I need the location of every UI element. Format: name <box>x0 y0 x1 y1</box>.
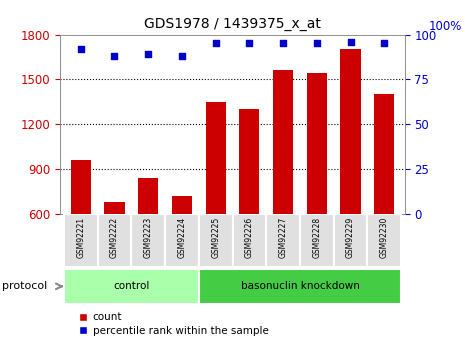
Bar <box>367 214 401 267</box>
Bar <box>165 214 199 267</box>
Text: GSM92221: GSM92221 <box>76 217 85 258</box>
Text: protocol: protocol <box>2 282 47 291</box>
Point <box>347 39 354 45</box>
Bar <box>273 70 293 214</box>
Bar <box>266 214 300 267</box>
Bar <box>71 160 91 214</box>
Point <box>380 41 388 46</box>
Text: basonuclin knockdown: basonuclin knockdown <box>240 282 359 291</box>
Bar <box>206 102 226 214</box>
Bar <box>239 109 259 214</box>
Text: GSM92227: GSM92227 <box>279 217 288 258</box>
Text: GSM92230: GSM92230 <box>380 217 389 258</box>
Y-axis label: 100%: 100% <box>429 20 463 33</box>
Point <box>77 46 85 52</box>
Text: GSM92223: GSM92223 <box>144 217 153 258</box>
Point <box>313 41 320 46</box>
Title: GDS1978 / 1439375_x_at: GDS1978 / 1439375_x_at <box>144 17 321 31</box>
Bar <box>334 214 367 267</box>
Point <box>178 53 186 59</box>
Bar <box>300 214 334 267</box>
Point <box>279 41 287 46</box>
Bar <box>307 73 327 214</box>
Text: GSM92229: GSM92229 <box>346 217 355 258</box>
Text: GSM92226: GSM92226 <box>245 217 254 258</box>
Point <box>246 41 253 46</box>
Bar <box>104 202 125 214</box>
Bar <box>199 269 401 304</box>
Text: GSM92228: GSM92228 <box>312 217 321 258</box>
Bar <box>64 214 98 267</box>
Text: GSM92224: GSM92224 <box>177 217 186 258</box>
Bar <box>138 178 158 214</box>
Legend: count, percentile rank within the sample: count, percentile rank within the sample <box>75 308 272 340</box>
Bar <box>232 214 266 267</box>
Text: control: control <box>113 282 149 291</box>
Point <box>145 51 152 57</box>
Bar <box>340 49 361 214</box>
Bar <box>98 214 131 267</box>
Bar <box>131 214 165 267</box>
Point <box>212 41 219 46</box>
Text: GSM92222: GSM92222 <box>110 217 119 258</box>
Text: GSM92225: GSM92225 <box>211 217 220 258</box>
Bar <box>64 269 199 304</box>
Bar <box>199 214 232 267</box>
Bar <box>374 94 394 214</box>
Bar <box>172 196 192 214</box>
Point <box>111 53 118 59</box>
